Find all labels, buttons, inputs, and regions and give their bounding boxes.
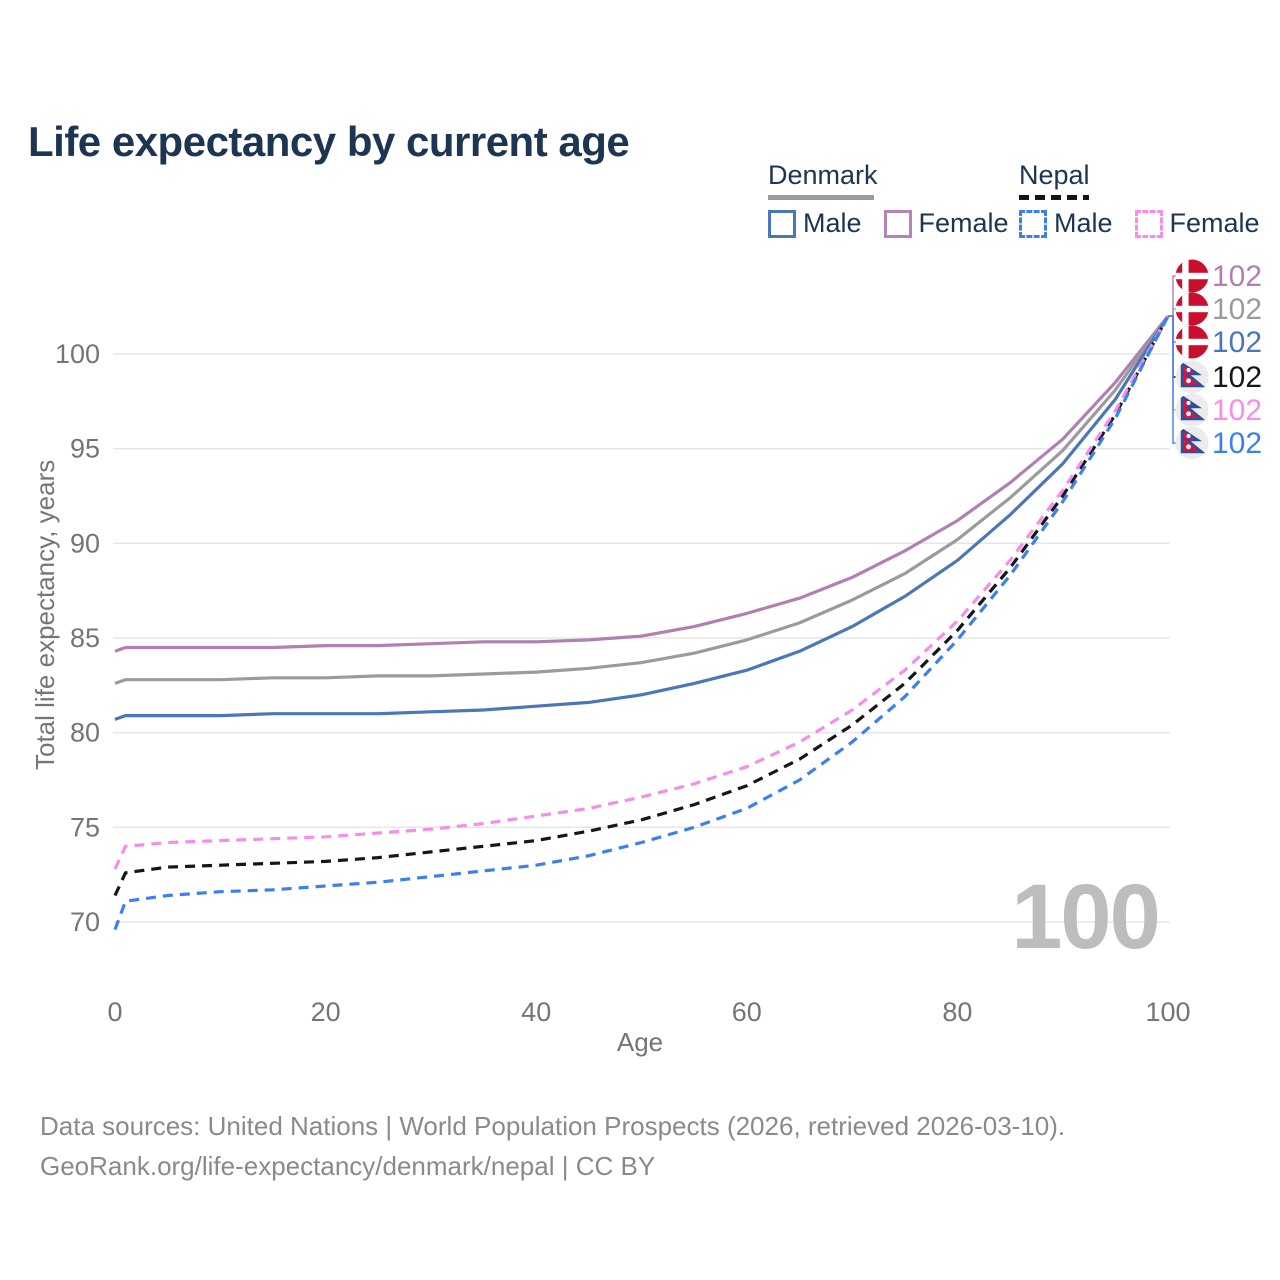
end-label-denmark-male: 102 <box>1212 326 1262 359</box>
x-tick-label-0: 0 <box>107 997 122 1027</box>
flag-nepal <box>1175 426 1209 460</box>
series-line-denmark-female[interactable] <box>114 315 1170 653</box>
flag-nepal <box>1175 393 1209 427</box>
end-label-denmark-female: 102 <box>1212 260 1262 293</box>
legend-label-denmark-female: Female <box>918 208 1009 238</box>
legend-swatch-nepal-male <box>1019 209 1047 238</box>
x-tick-label-20: 20 <box>311 997 341 1027</box>
flag-denmark <box>1175 259 1209 293</box>
page-title: Life expectancy by current age <box>28 118 630 166</box>
series-line-denmark-all[interactable] <box>114 315 1170 685</box>
legend: Denmark Male Female Nepal Male Female <box>0 160 1280 250</box>
x-tick-label-100: 100 <box>1145 997 1190 1027</box>
end-label-denmark-all: 102 <box>1212 293 1262 326</box>
nepal-line-style-swatch <box>1019 195 1089 200</box>
footer-data-sources: Data sources: United Nations | World Pop… <box>40 1111 1066 1141</box>
y-tick-label-100: 100 <box>55 339 100 369</box>
legend-group-denmark: Denmark Male Female <box>768 160 1031 239</box>
legend-swatch-nepal-female <box>1134 209 1163 238</box>
footer-attribution: Data sources: United Nations | World Pop… <box>40 1106 1065 1186</box>
y-tick-label-85: 85 <box>70 623 100 653</box>
y-tick-label-70: 70 <box>70 907 100 937</box>
flag-denmark <box>1175 325 1209 359</box>
y-tick-label-75: 75 <box>70 812 100 842</box>
end-label-nepal-male: 102 <box>1212 427 1262 460</box>
y-tick-label-80: 80 <box>70 718 100 748</box>
age-counter-watermark: 100 <box>1011 866 1159 968</box>
legend-label-nepal-male: Male <box>1054 208 1113 238</box>
denmark-line-style-swatch <box>768 195 874 200</box>
y-axis-title: Total life expectancy, years <box>30 459 60 770</box>
legend-swatch-denmark-female <box>883 209 912 238</box>
end-label-nepal-all: 102 <box>1212 361 1262 394</box>
legend-item-nepal-male[interactable]: Male <box>1019 208 1113 239</box>
x-tick-label-60: 60 <box>732 997 762 1027</box>
y-tick-label-95: 95 <box>70 434 100 464</box>
legend-group-title-denmark: Denmark <box>768 160 878 190</box>
x-axis-title: Age <box>616 1027 664 1057</box>
legend-item-nepal-female[interactable]: Female <box>1134 208 1260 239</box>
x-tick-label-80: 80 <box>942 997 972 1027</box>
series-line-nepal-female[interactable] <box>113 315 1170 870</box>
y-tick-label-90: 90 <box>70 528 100 558</box>
series-line-nepal-male[interactable] <box>113 315 1170 931</box>
legend-label-denmark-male: Male <box>803 208 862 238</box>
series-line-denmark-male[interactable] <box>114 315 1170 721</box>
legend-label-nepal-female: Female <box>1169 208 1260 238</box>
footer-link: GeoRank.org/life-expectancy/denmark/nepa… <box>40 1151 656 1181</box>
legend-swatch-denmark-male <box>768 209 796 238</box>
legend-group-title-nepal: Nepal <box>1019 160 1090 190</box>
series-line-nepal-all[interactable] <box>113 315 1170 897</box>
flag-denmark <box>1175 292 1209 326</box>
legend-group-nepal: Nepal Male Female <box>1019 160 1280 239</box>
legend-item-denmark-male[interactable]: Male <box>768 208 862 239</box>
flag-nepal <box>1175 360 1209 394</box>
x-tick-label-40: 40 <box>521 997 551 1027</box>
end-label-nepal-female: 102 <box>1212 394 1262 427</box>
legend-item-denmark-female[interactable]: Female <box>883 208 1009 239</box>
